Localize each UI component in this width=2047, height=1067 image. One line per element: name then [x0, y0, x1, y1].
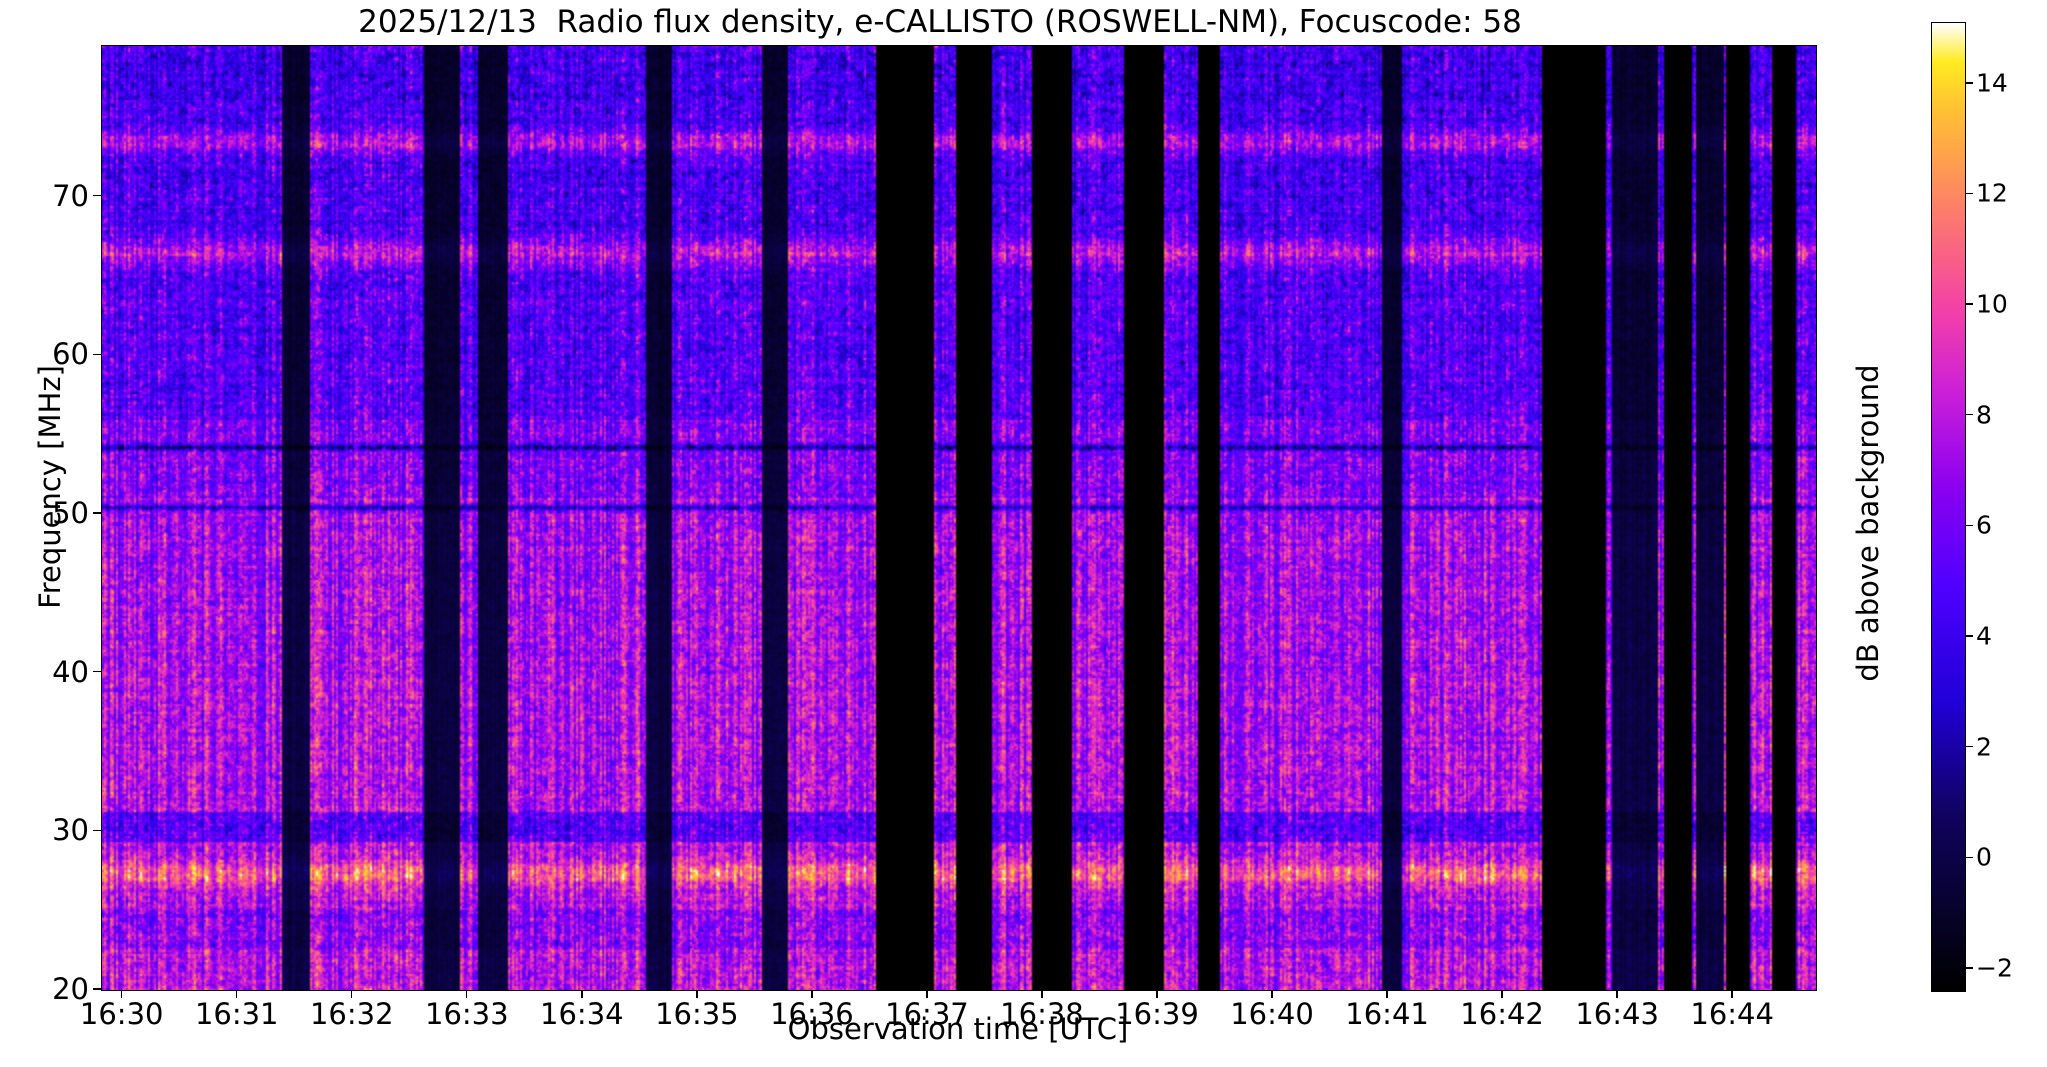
colorbar-tick-label: 0 [1976, 842, 1992, 872]
colorbar-tick-mark [1965, 635, 1973, 637]
x-tick-label: 16:39 [1115, 997, 1199, 1031]
x-tick-label: 16:30 [79, 997, 164, 1031]
x-tick-label: 16:44 [1690, 997, 1774, 1031]
x-tick-mark [1156, 990, 1158, 998]
colorbar-tick-mark [1965, 303, 1973, 305]
x-tick-mark [1501, 990, 1503, 998]
x-tick-mark [121, 990, 123, 998]
x-tick-mark [1041, 990, 1043, 998]
page-title: 2025/12/13 Radio flux density, e-CALLIST… [358, 4, 1522, 40]
y-tick-mark [93, 829, 101, 832]
colorbar-tick-label: 4 [1976, 621, 1992, 651]
x-tick-label: 16:41 [1345, 997, 1429, 1031]
x-tick-label: 16:38 [1000, 997, 1084, 1031]
x-tick-mark [581, 990, 583, 998]
x-tick-label: 16:31 [194, 997, 279, 1031]
x-tick-mark [236, 990, 238, 998]
y-tick-mark [93, 988, 101, 990]
colorbar-tick-label: 8 [1976, 400, 1992, 430]
x-tick-mark [351, 990, 353, 998]
colorbar-tick-mark [1965, 967, 1973, 969]
x-axis-label: Observation time [UTC] [787, 1012, 1129, 1046]
x-tick-label: 16:42 [1460, 997, 1544, 1031]
colorbar-tick-label: −2 [1976, 953, 2013, 983]
y-tick-label: 50 [52, 496, 89, 531]
colorbar-tick-mark [1965, 524, 1973, 527]
x-tick-label: 16:43 [1575, 997, 1659, 1031]
x-tick-label: 16:33 [425, 997, 509, 1031]
x-tick-label: 16:36 [770, 997, 854, 1031]
x-tick-mark [811, 990, 813, 998]
y-tick-mark [93, 512, 101, 514]
y-tick-mark [93, 353, 101, 356]
x-tick-mark [466, 990, 468, 998]
y-tick-label: 30 [52, 813, 89, 848]
x-tick-label: 16:37 [885, 997, 969, 1031]
x-tick-mark [696, 990, 698, 998]
colorbar-tick-label: 6 [1976, 510, 1992, 540]
y-tick-mark [93, 195, 101, 197]
x-tick-label: 16:40 [1230, 997, 1314, 1031]
colorbar-tick-label: 2 [1976, 732, 1992, 762]
spectrogram-canvas [102, 46, 1816, 990]
x-tick-label: 16:34 [540, 997, 624, 1031]
colorbar-label: dB above background [1851, 364, 1885, 682]
colorbar-tick-label: 12 [1976, 178, 2008, 208]
x-tick-mark [1731, 990, 1733, 998]
y-tick-label: 20 [52, 972, 89, 1006]
colorbar-tick-mark [1965, 82, 1973, 84]
x-tick-label: 16:35 [655, 997, 739, 1031]
y-tick-label: 40 [52, 654, 89, 689]
y-axis-label: Frequency [MHz] [33, 365, 67, 609]
colorbar-tick-mark [1965, 745, 1973, 748]
colorbar-tick-mark [1965, 414, 1973, 416]
colorbar-gradient [1932, 23, 1965, 991]
spectrogram-plot-area [101, 45, 1817, 991]
colorbar-tick-mark [1965, 192, 1973, 195]
colorbar-tick-label: 14 [1976, 68, 2008, 98]
y-tick-label: 60 [52, 337, 89, 372]
colorbar-tick-mark [1965, 856, 1973, 858]
y-tick-label: 70 [52, 178, 89, 213]
x-tick-label: 16:32 [309, 997, 394, 1031]
x-tick-mark [1616, 990, 1618, 998]
colorbar [1931, 22, 1966, 992]
x-tick-mark [926, 990, 928, 998]
x-tick-mark [1386, 990, 1388, 998]
colorbar-tick-label: 10 [1976, 289, 2008, 319]
y-tick-mark [93, 670, 101, 673]
x-tick-mark [1271, 990, 1273, 998]
